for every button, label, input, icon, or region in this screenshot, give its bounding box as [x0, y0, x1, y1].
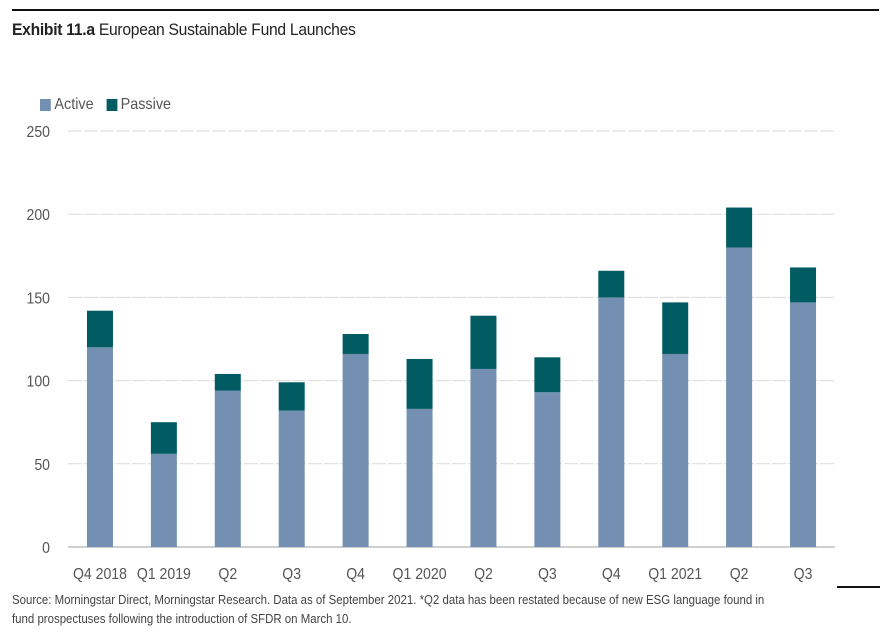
gridlines — [68, 130, 835, 548]
x-tick-label: Q2 — [218, 565, 237, 583]
bar-active — [726, 247, 753, 548]
legend-swatch-passive — [106, 99, 118, 111]
y-tick-label: 150 — [27, 290, 50, 308]
x-tick-label: Q3 — [794, 565, 813, 583]
bar-active — [406, 408, 433, 547]
y-tick-label: 250 — [27, 123, 50, 141]
bar-active — [150, 453, 177, 547]
y-tick-label: 0 — [42, 539, 50, 557]
bar-active — [598, 297, 625, 547]
legend-item-passive: Passive — [106, 96, 171, 114]
source-line-2: fund prospectuses following the introduc… — [12, 611, 352, 626]
legend-label-active: Active — [54, 96, 94, 113]
bar-active — [534, 392, 561, 547]
bar-passive — [662, 302, 689, 354]
legend-item-active: Active — [40, 96, 94, 114]
x-tick-label: Q4 — [602, 565, 621, 583]
y-tick-label: 100 — [27, 373, 50, 391]
bar-active — [214, 390, 241, 547]
bar-passive — [470, 315, 497, 369]
bar-passive — [726, 207, 753, 248]
x-tick-label: Q3 — [282, 565, 301, 583]
bar-passive — [406, 358, 433, 409]
x-tick-label: Q2 — [474, 565, 493, 583]
bar-active — [662, 353, 689, 547]
chart-title-text: European Sustainable Fund Launches — [98, 20, 356, 39]
bar-active — [278, 410, 305, 547]
bottom-rule — [837, 586, 880, 588]
source-note: Source: Morningstar Direct, Morningstar … — [12, 590, 857, 628]
bar-active — [790, 302, 817, 547]
x-tick-label: Q3 — [538, 565, 557, 583]
y-tick-label: 50 — [34, 456, 50, 474]
exhibit-label: Exhibit 11.a — [12, 20, 95, 39]
y-tick-label: 200 — [27, 206, 50, 224]
bar-passive — [534, 357, 561, 393]
legend: Active Passive — [40, 96, 184, 114]
bar-active — [342, 353, 369, 547]
bar-passive — [598, 270, 625, 298]
x-tick-label: Q1 2020 — [393, 565, 447, 583]
top-rule — [12, 9, 879, 11]
x-tick-label: Q4 2018 — [73, 565, 127, 583]
bar-passive — [86, 310, 113, 348]
bar-passive — [790, 267, 817, 303]
bar-passive — [342, 334, 369, 354]
x-tick-label: Q4 — [346, 565, 365, 583]
bar-active — [86, 347, 113, 547]
x-tick-label: Q1 2019 — [137, 565, 191, 583]
bars — [86, 207, 817, 548]
bar-active — [470, 368, 497, 547]
chart-title: Exhibit 11.a European Sustainable Fund L… — [12, 20, 356, 40]
x-tick-label: Q1 2021 — [648, 565, 702, 583]
x-axis-ticks: Q4 2018 Q1 2019 Q2 Q3 Q4 Q1 2020 Q2 Q3 Q4 Q1 2021… — [73, 565, 812, 583]
bar-passive — [278, 382, 305, 411]
legend-swatch-active — [40, 99, 51, 111]
legend-label-passive: Passive — [120, 96, 172, 113]
x-tick-label: Q2 — [730, 565, 749, 583]
y-axis-ticks: 0 50 100 150 200 250 — [27, 123, 50, 557]
bar-passive — [214, 373, 241, 391]
source-line-1: Source: Morningstar Direct, Morningstar … — [12, 592, 765, 607]
bar-passive — [150, 422, 177, 454]
